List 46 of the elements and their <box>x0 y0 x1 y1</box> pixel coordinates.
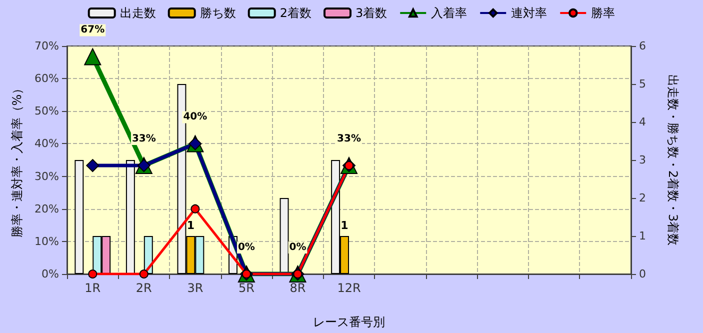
legend-label: 連対率 <box>511 6 548 20</box>
y2-axis-title: 出走数・勝ち数・2着数・3着数 <box>666 74 680 246</box>
point <box>86 159 100 172</box>
data-label: 1 <box>340 219 348 232</box>
data-label: 67% <box>80 24 105 36</box>
legend-label: 入着率 <box>431 6 468 20</box>
x-tick-label: 8R <box>290 281 306 295</box>
point <box>190 204 200 214</box>
y2-tick-label: 1 <box>639 230 646 242</box>
bar <box>74 160 84 274</box>
y-tick-label: 20% <box>34 202 59 216</box>
data-label: 33% <box>337 134 361 145</box>
y2-tick-label: 6 <box>639 40 646 52</box>
data-label: 33% <box>132 134 156 145</box>
point <box>139 270 148 278</box>
x-tick-label: 3R <box>187 281 204 295</box>
y2-tick-label: 3 <box>639 154 646 166</box>
legend-label: 2着数 <box>280 6 312 20</box>
y-tick-label: 70% <box>34 40 59 52</box>
y-tick-label: 0% <box>42 268 59 280</box>
data-label: 40% <box>183 112 208 123</box>
x-axis-title: レース番号別 <box>313 315 385 329</box>
y2-tick-label: 0 <box>639 268 646 280</box>
y-axis-title: 勝率・連対率・入着率（%） <box>10 82 24 238</box>
data-label: 0% <box>238 242 255 253</box>
y-tick-label: 30% <box>34 170 59 183</box>
data-label: 0% <box>289 242 306 253</box>
y-tick-label: 50% <box>34 104 59 118</box>
point <box>88 270 98 278</box>
legend-label: 3着数 <box>356 6 388 20</box>
data-label: 1 <box>186 219 195 232</box>
y-tick-label: 60% <box>34 72 59 86</box>
point <box>84 48 102 66</box>
legend-label: 勝率 <box>591 6 616 20</box>
bar <box>280 198 289 274</box>
y2-tick-label: 4 <box>639 116 646 128</box>
legend-label: 勝ち数 <box>200 6 236 20</box>
y2-tick-label: 5 <box>639 78 646 90</box>
x-tick-label: 5R <box>238 281 254 295</box>
y2-tick-label: 2 <box>639 192 646 204</box>
legend-label: 出走数 <box>120 6 156 20</box>
x-tick-label: 1R <box>84 281 101 295</box>
x-tick-label: 12R <box>337 281 361 295</box>
y-tick-label: 40% <box>34 137 59 150</box>
y-tick-label: 10% <box>34 234 59 248</box>
x-tick-label: 2R <box>136 281 152 295</box>
